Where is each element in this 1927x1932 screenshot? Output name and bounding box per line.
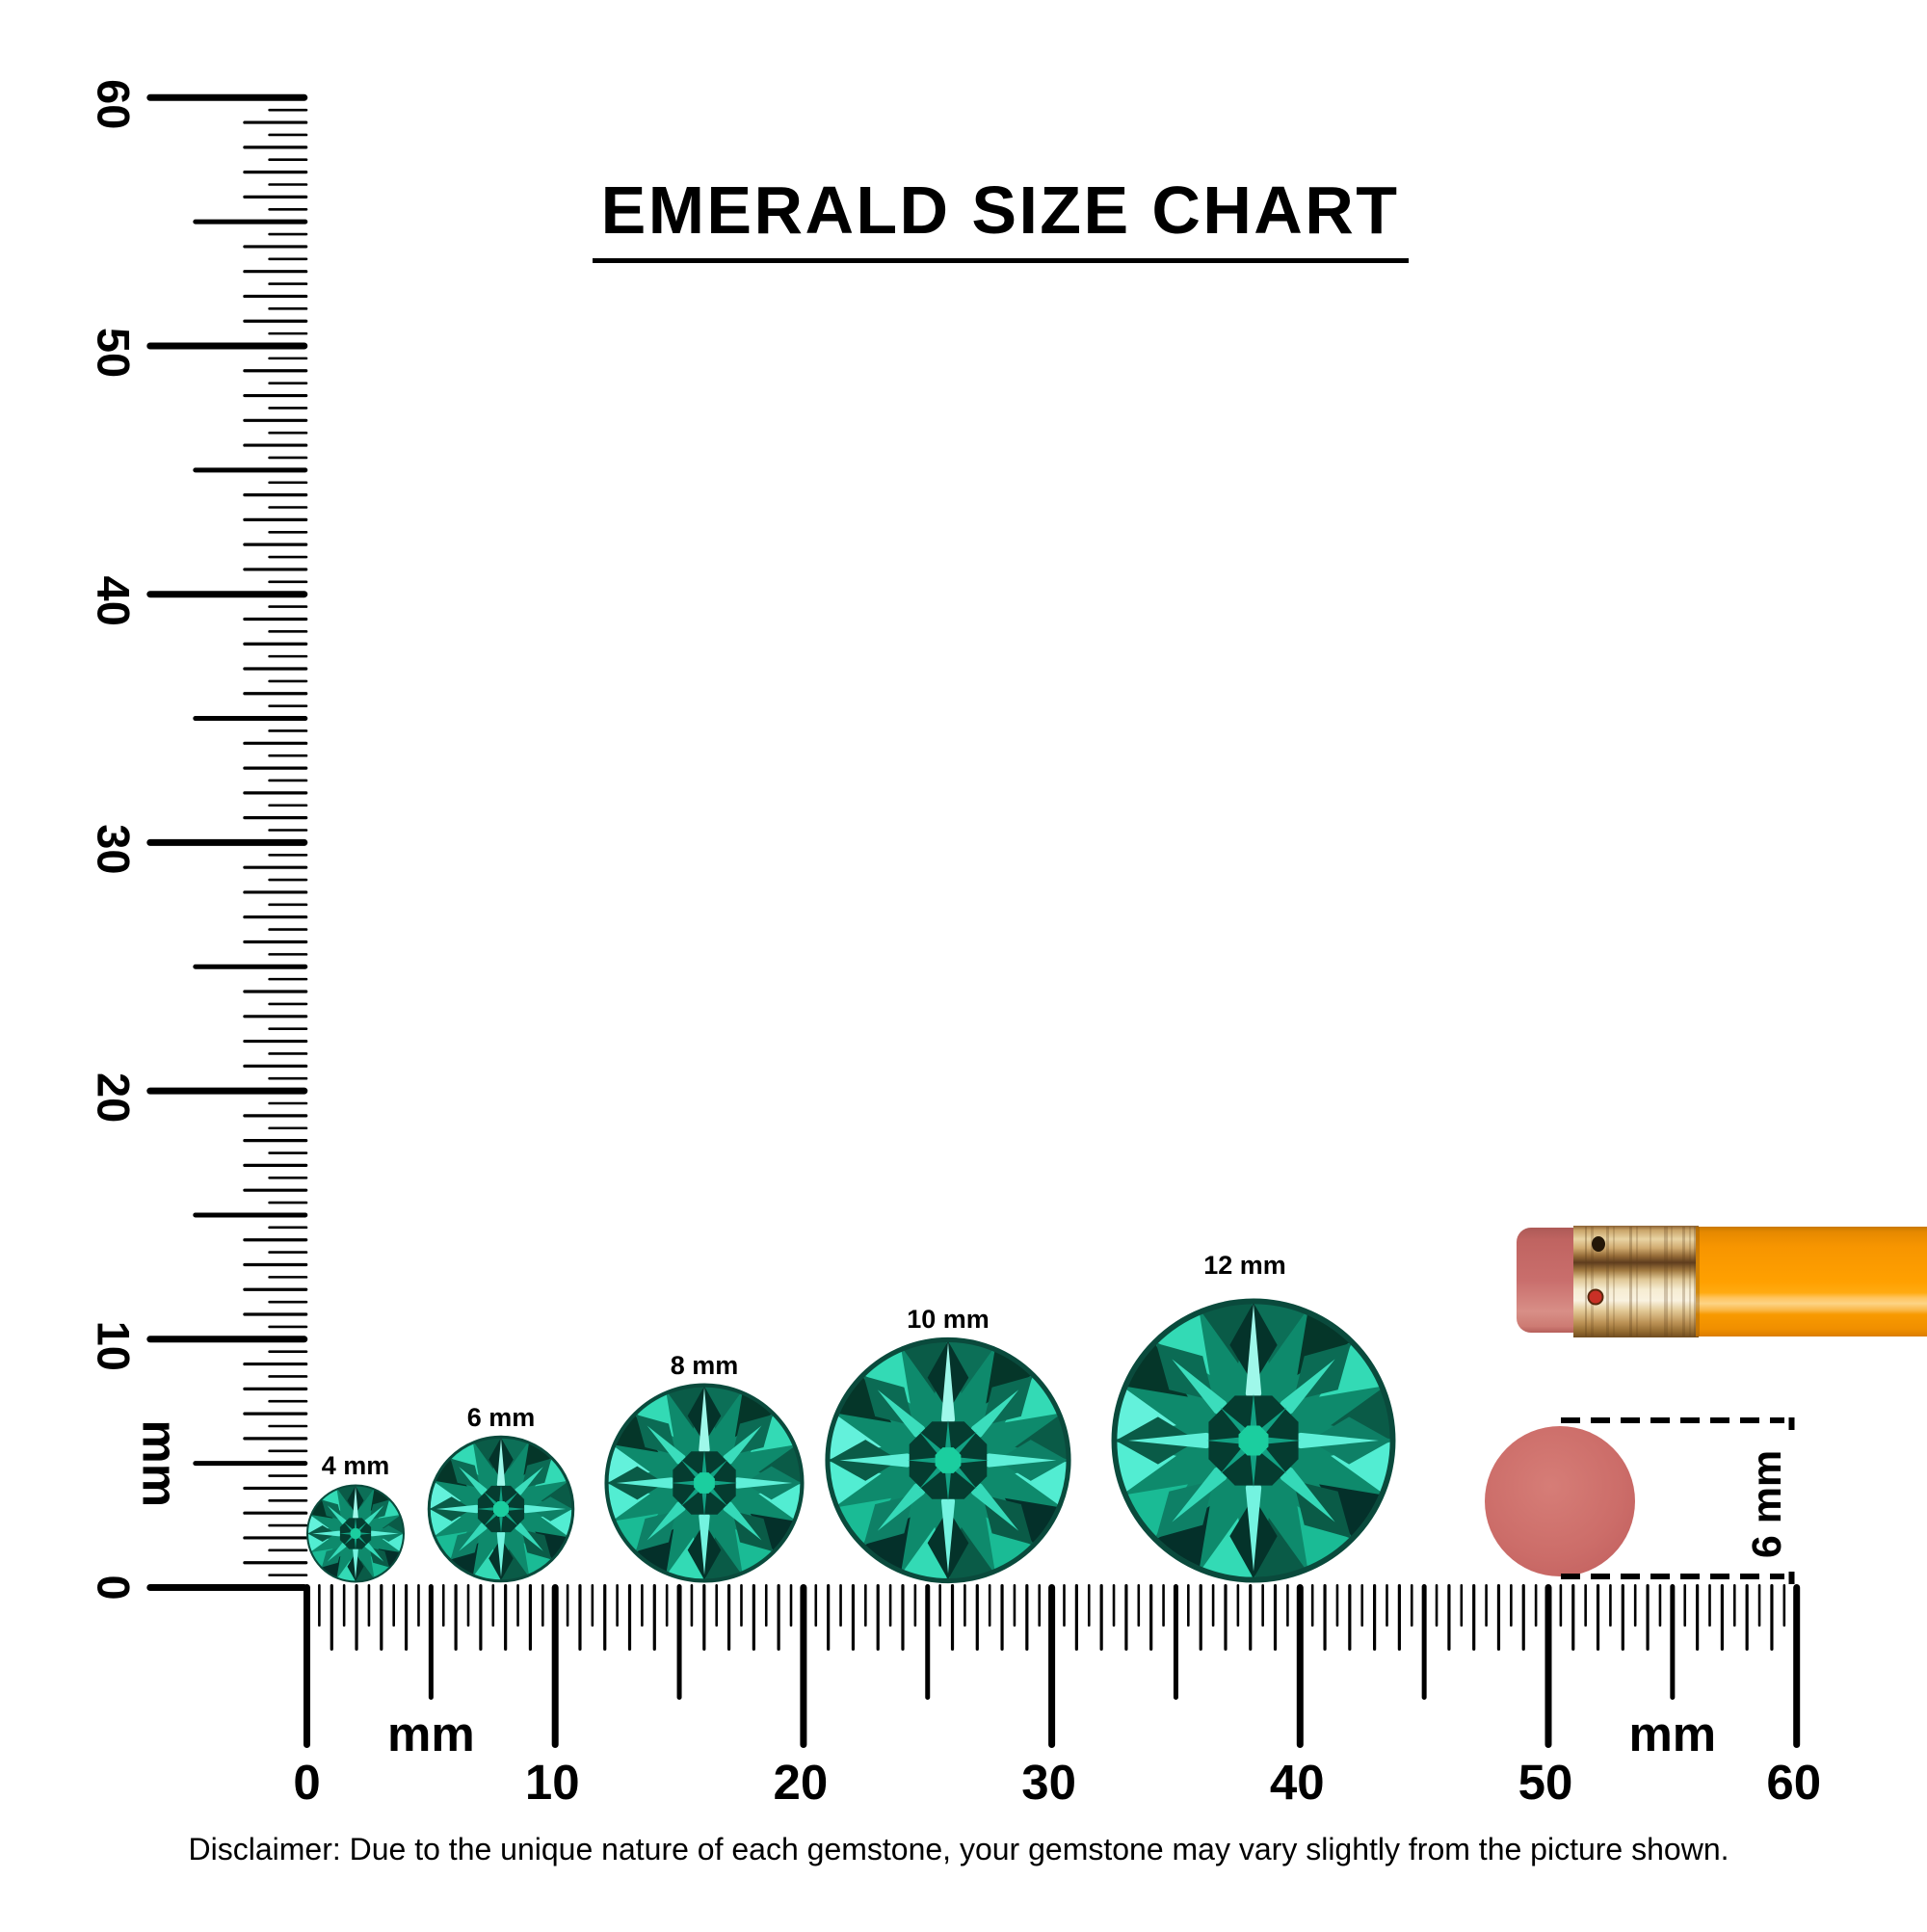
svg-text:40: 40 <box>89 576 140 626</box>
svg-text:30: 30 <box>89 824 140 874</box>
svg-text:mm: mm <box>133 1419 188 1507</box>
svg-text:8 mm: 8 mm <box>671 1351 739 1380</box>
svg-text:10 mm: 10 mm <box>907 1305 990 1334</box>
svg-text:50: 50 <box>89 328 140 378</box>
svg-text:6 mm: 6 mm <box>1744 1450 1790 1558</box>
svg-text:0: 0 <box>293 1755 320 1810</box>
svg-text:12 mm: 12 mm <box>1203 1251 1286 1280</box>
svg-text:mm: mm <box>387 1707 475 1761</box>
svg-text:20: 20 <box>774 1755 829 1810</box>
svg-text:Disclaimer: Due to the unique: Disclaimer: Due to the unique nature of … <box>189 1832 1729 1866</box>
svg-text:4 mm: 4 mm <box>322 1451 390 1480</box>
svg-text:60: 60 <box>89 79 140 129</box>
svg-text:40: 40 <box>1270 1755 1325 1810</box>
svg-text:0: 0 <box>89 1575 140 1600</box>
svg-text:6 mm: 6 mm <box>467 1403 536 1432</box>
svg-text:20: 20 <box>89 1072 140 1123</box>
svg-text:30: 30 <box>1021 1755 1076 1810</box>
svg-text:10: 10 <box>525 1755 580 1810</box>
svg-text:10: 10 <box>89 1321 140 1371</box>
svg-text:50: 50 <box>1518 1755 1573 1810</box>
svg-text:mm: mm <box>1628 1707 1716 1761</box>
svg-text:EMERALD SIZE CHART: EMERALD SIZE CHART <box>601 172 1400 248</box>
svg-text:60: 60 <box>1766 1755 1821 1810</box>
